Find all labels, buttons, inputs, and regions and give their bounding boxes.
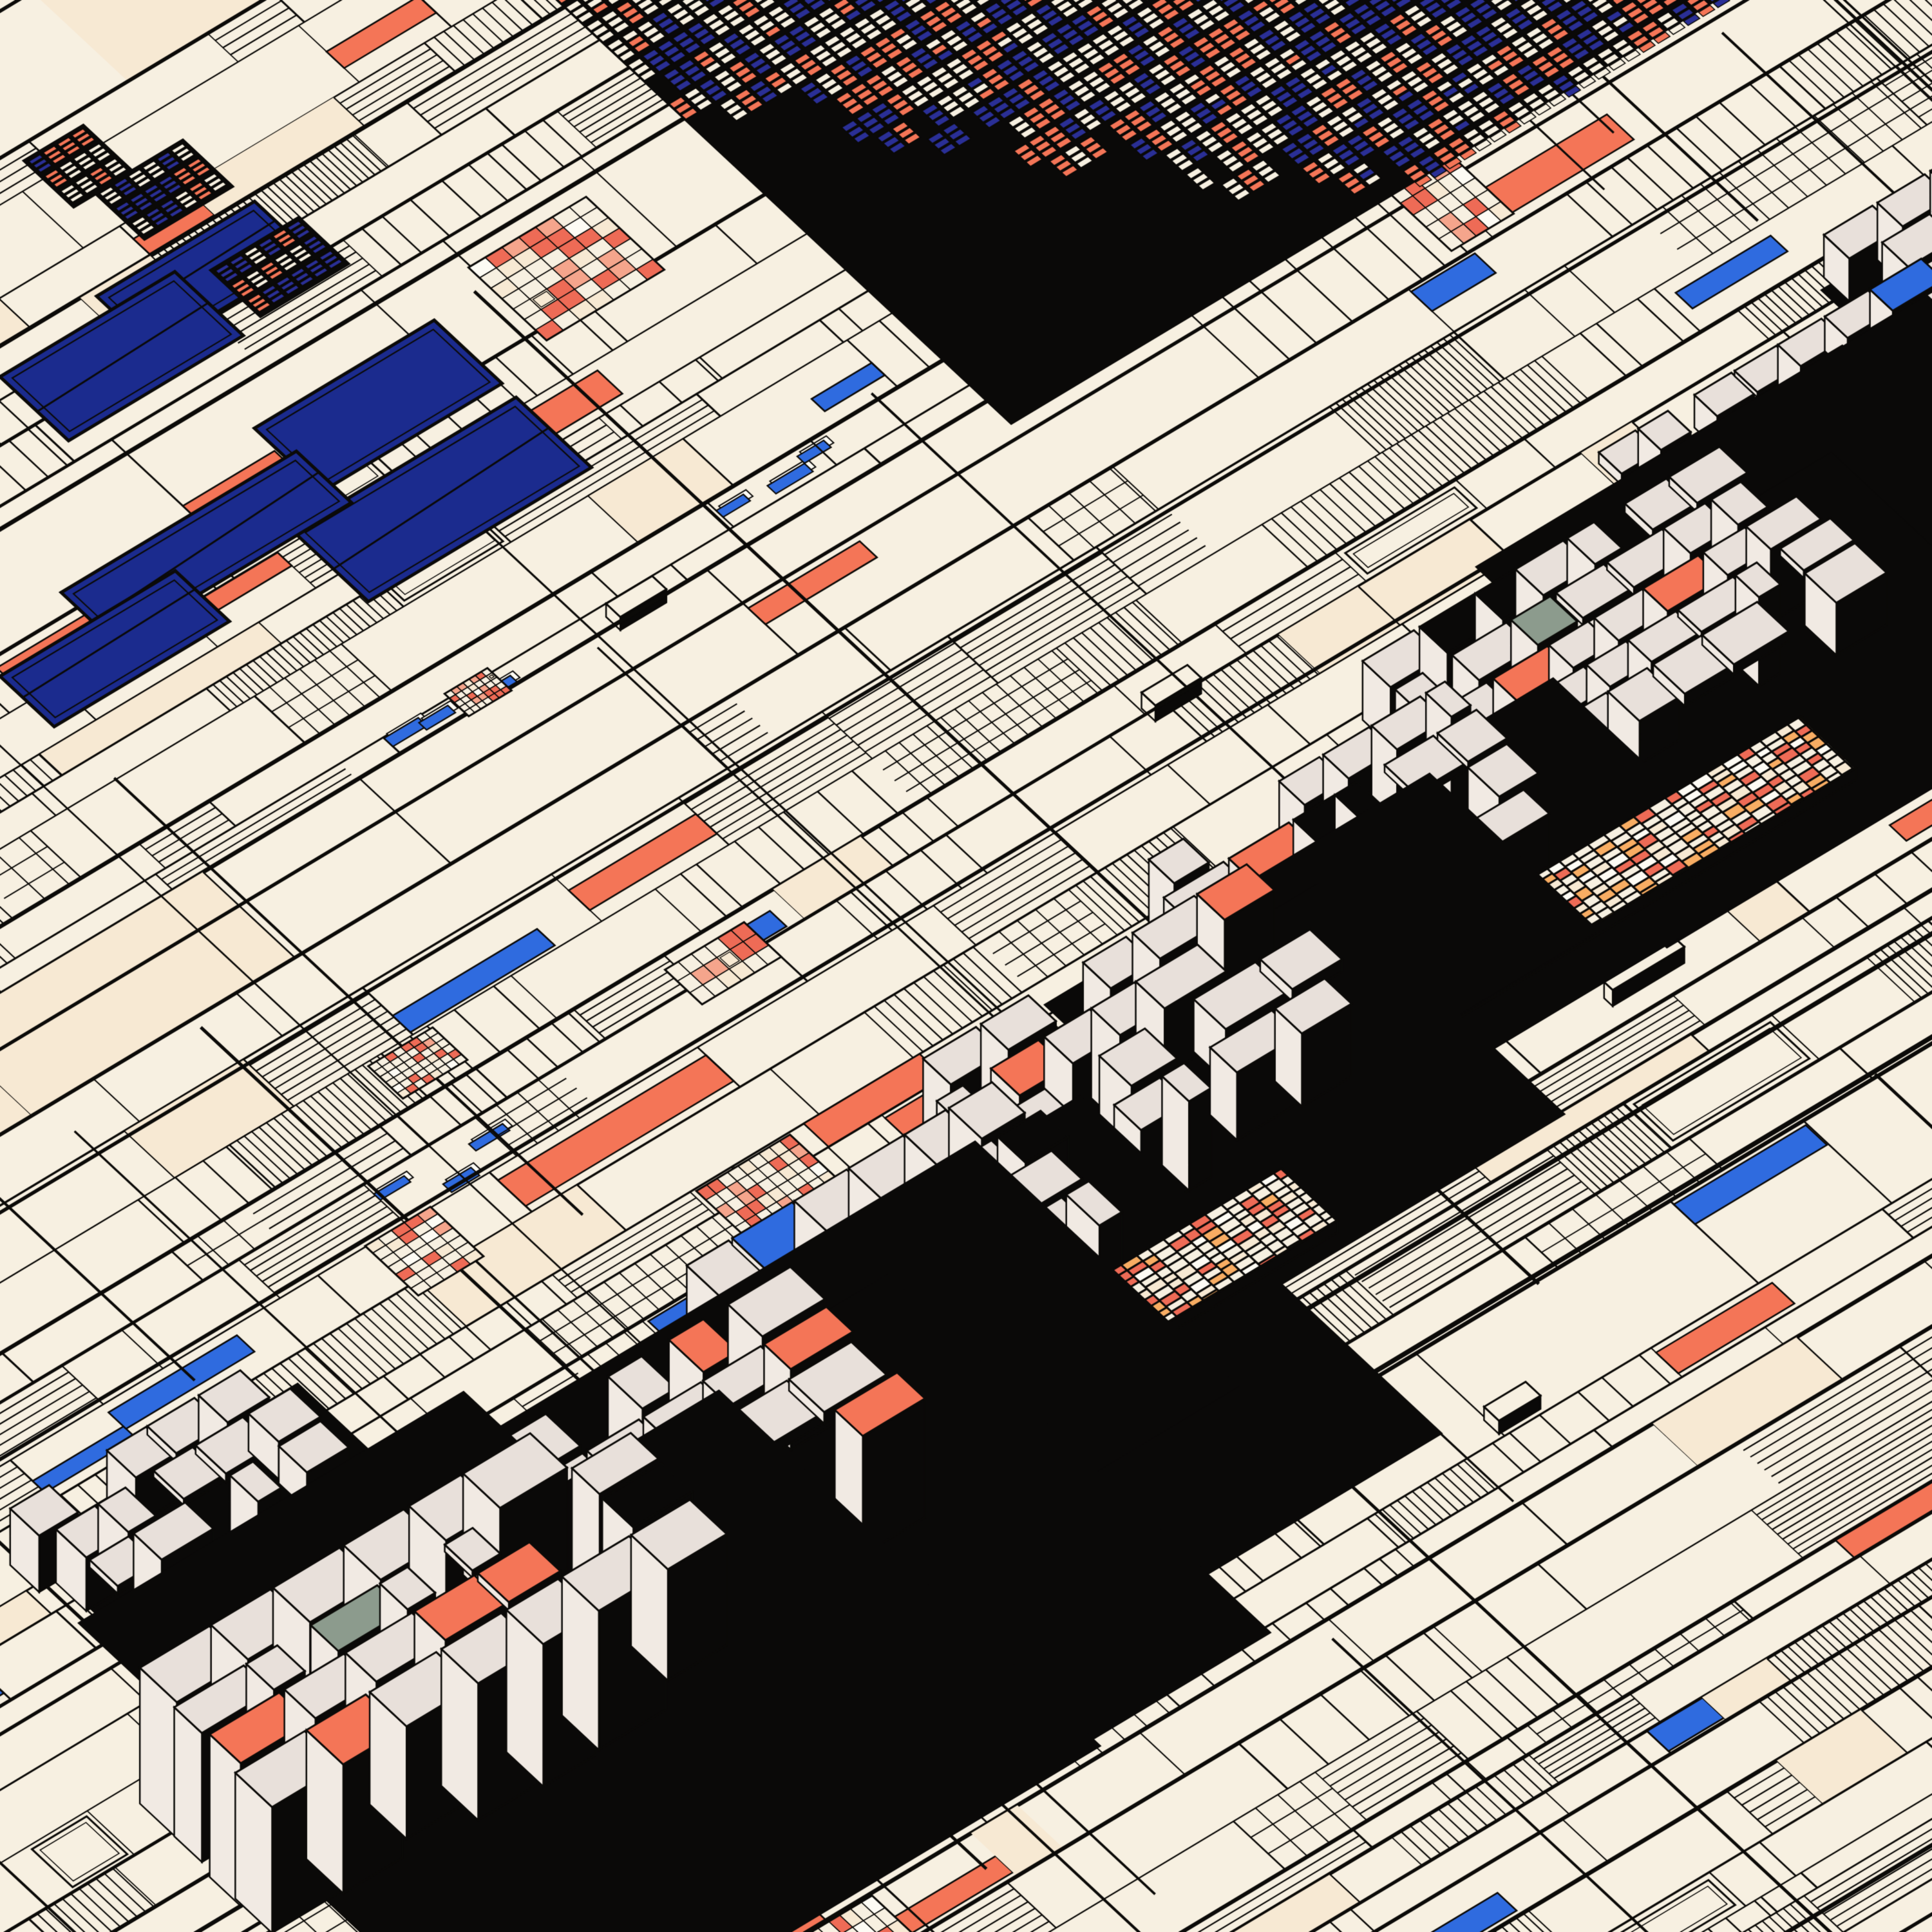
artwork-canvas xyxy=(0,0,1932,1932)
generative-artwork xyxy=(0,0,1932,1932)
